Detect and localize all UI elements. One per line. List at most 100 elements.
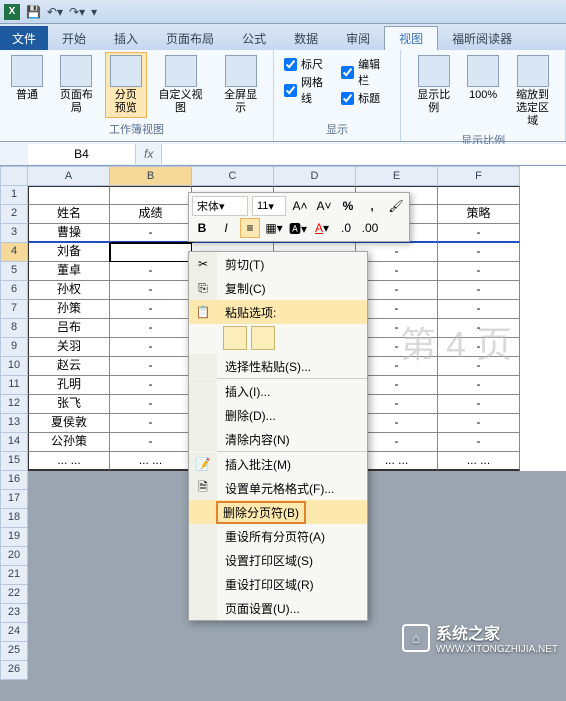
cell[interactable] — [110, 186, 192, 205]
file-tab[interactable]: 文件 — [0, 26, 48, 50]
cell[interactable]: 张飞 — [28, 395, 110, 414]
menu-item[interactable]: 📋粘贴选项: — [189, 300, 367, 324]
formula-input[interactable] — [161, 144, 566, 164]
menu-item[interactable]: 删除(D)... — [189, 403, 367, 427]
tab-5[interactable]: 审阅 — [332, 26, 384, 50]
menu-item[interactable]: ✂剪切(T) — [189, 252, 367, 276]
ruler-check[interactable]: 标尺 — [284, 56, 333, 72]
col-header-D[interactable]: D — [274, 166, 356, 186]
menu-item[interactable]: 删除分页符(B) — [189, 500, 367, 524]
formula-bar-check[interactable]: 编辑栏 — [341, 56, 390, 88]
headings-check[interactable]: 标题 — [341, 90, 390, 106]
cell[interactable]: - — [356, 243, 438, 262]
paste-option-icon[interactable] — [251, 326, 275, 350]
cell[interactable]: - — [110, 300, 192, 319]
cell[interactable]: - — [438, 262, 520, 281]
row-header-14[interactable]: 14 — [0, 433, 28, 452]
col-header-F[interactable]: F — [438, 166, 520, 186]
font-family-combo[interactable]: 宋体 ▾ — [192, 196, 248, 216]
menu-item[interactable]: 插入(I)... — [189, 379, 367, 403]
qat-customize-icon[interactable]: ▾ — [91, 5, 97, 19]
cell[interactable]: 刘备 — [28, 243, 110, 262]
fullscreen-view[interactable]: 全屏显示 — [214, 52, 267, 118]
cell[interactable]: - — [110, 281, 192, 300]
row-header-1[interactable]: 1 — [0, 186, 28, 205]
row-header-6[interactable]: 6 — [0, 281, 28, 300]
menu-item[interactable]: 重设所有分页符(A) — [189, 524, 367, 548]
row-header-8[interactable]: 8 — [0, 319, 28, 338]
italic-icon[interactable]: I — [216, 218, 236, 238]
cell[interactable]: - — [110, 376, 192, 395]
menu-item[interactable]: 设置打印区域(S) — [189, 548, 367, 572]
borders-icon[interactable]: ▦▾ — [264, 218, 284, 238]
row-header-20[interactable]: 20 — [0, 547, 28, 566]
cell[interactable]: 曹操 — [28, 224, 110, 243]
cell[interactable]: - — [438, 376, 520, 395]
cell[interactable]: 成绩 — [110, 205, 192, 224]
cell[interactable]: - — [356, 414, 438, 433]
cell[interactable]: - — [356, 376, 438, 395]
row-header-22[interactable]: 22 — [0, 585, 28, 604]
row-header-19[interactable]: 19 — [0, 528, 28, 547]
menu-item[interactable]: 选择性粘贴(S)... — [189, 354, 367, 378]
grow-font-icon[interactable]: A˄ — [290, 196, 310, 216]
cell[interactable] — [28, 186, 110, 205]
bold-icon[interactable]: B — [192, 218, 212, 238]
cell[interactable]: - — [438, 243, 520, 262]
menu-item[interactable]: 🗎设置单元格格式(F)... — [189, 476, 367, 500]
paste-option-icon[interactable] — [223, 326, 247, 350]
row-header-4[interactable]: 4 — [0, 243, 28, 262]
cell[interactable]: 孙策 — [28, 300, 110, 319]
menu-item[interactable]: 清除内容(N) — [189, 427, 367, 451]
menu-item[interactable]: 页面设置(U)... — [189, 596, 367, 620]
align-center-icon[interactable]: ≡ — [240, 218, 260, 238]
name-box[interactable]: B4 — [28, 144, 136, 164]
row-header-21[interactable]: 21 — [0, 566, 28, 585]
font-size-combo[interactable]: 11 ▾ — [252, 196, 286, 216]
cell[interactable]: - — [110, 338, 192, 357]
cell[interactable]: - — [438, 395, 520, 414]
gridlines-check[interactable]: 网格线 — [284, 74, 333, 106]
zoom[interactable]: 显示比例 — [407, 52, 460, 118]
row-header-10[interactable]: 10 — [0, 357, 28, 376]
row-header-17[interactable]: 17 — [0, 490, 28, 509]
cell[interactable]: - — [356, 281, 438, 300]
cell[interactable]: - — [110, 262, 192, 281]
cell[interactable]: - — [356, 262, 438, 281]
cell[interactable]: - — [110, 319, 192, 338]
fx-label[interactable]: fx — [136, 147, 161, 161]
cell[interactable]: - — [438, 281, 520, 300]
zoom-selection[interactable]: 缩放到选定区域 — [506, 52, 559, 132]
tab-0[interactable]: 开始 — [48, 26, 100, 50]
cell[interactable]: 夏侯敦 — [28, 414, 110, 433]
row-header-7[interactable]: 7 — [0, 300, 28, 319]
cell[interactable]: 董卓 — [28, 262, 110, 281]
row-header-23[interactable]: 23 — [0, 604, 28, 623]
cell[interactable]: - — [438, 357, 520, 376]
col-header-A[interactable]: A — [28, 166, 110, 186]
decrease-decimal-icon[interactable]: .0 — [336, 218, 356, 238]
col-header-B[interactable]: B — [110, 166, 192, 186]
cell[interactable]: 公孙策 — [28, 433, 110, 452]
row-header-2[interactable]: 2 — [0, 205, 28, 224]
cell[interactable]: - — [438, 414, 520, 433]
row-header-3[interactable]: 3 — [0, 224, 28, 243]
cell[interactable]: 吕布 — [28, 319, 110, 338]
cell[interactable]: - — [110, 433, 192, 452]
cell[interactable]: - — [110, 357, 192, 376]
cell[interactable] — [110, 243, 192, 262]
cell[interactable]: - — [356, 338, 438, 357]
increase-decimal-icon[interactable]: .00 — [360, 218, 380, 238]
tab-7[interactable]: 福昕阅读器 — [438, 26, 526, 50]
save-icon[interactable]: 💾 — [26, 5, 41, 19]
cell[interactable]: - — [110, 395, 192, 414]
row-header-15[interactable]: 15 — [0, 452, 28, 471]
menu-item[interactable]: ⎘复制(C) — [189, 276, 367, 300]
shrink-font-icon[interactable]: A˅ — [314, 196, 334, 216]
format-painter-icon[interactable]: 🖌 — [386, 196, 406, 216]
cell[interactable]: - — [438, 338, 520, 357]
row-header-13[interactable]: 13 — [0, 414, 28, 433]
cell[interactable]: - — [356, 319, 438, 338]
tab-6[interactable]: 视图 — [384, 26, 438, 50]
tab-3[interactable]: 公式 — [228, 26, 280, 50]
